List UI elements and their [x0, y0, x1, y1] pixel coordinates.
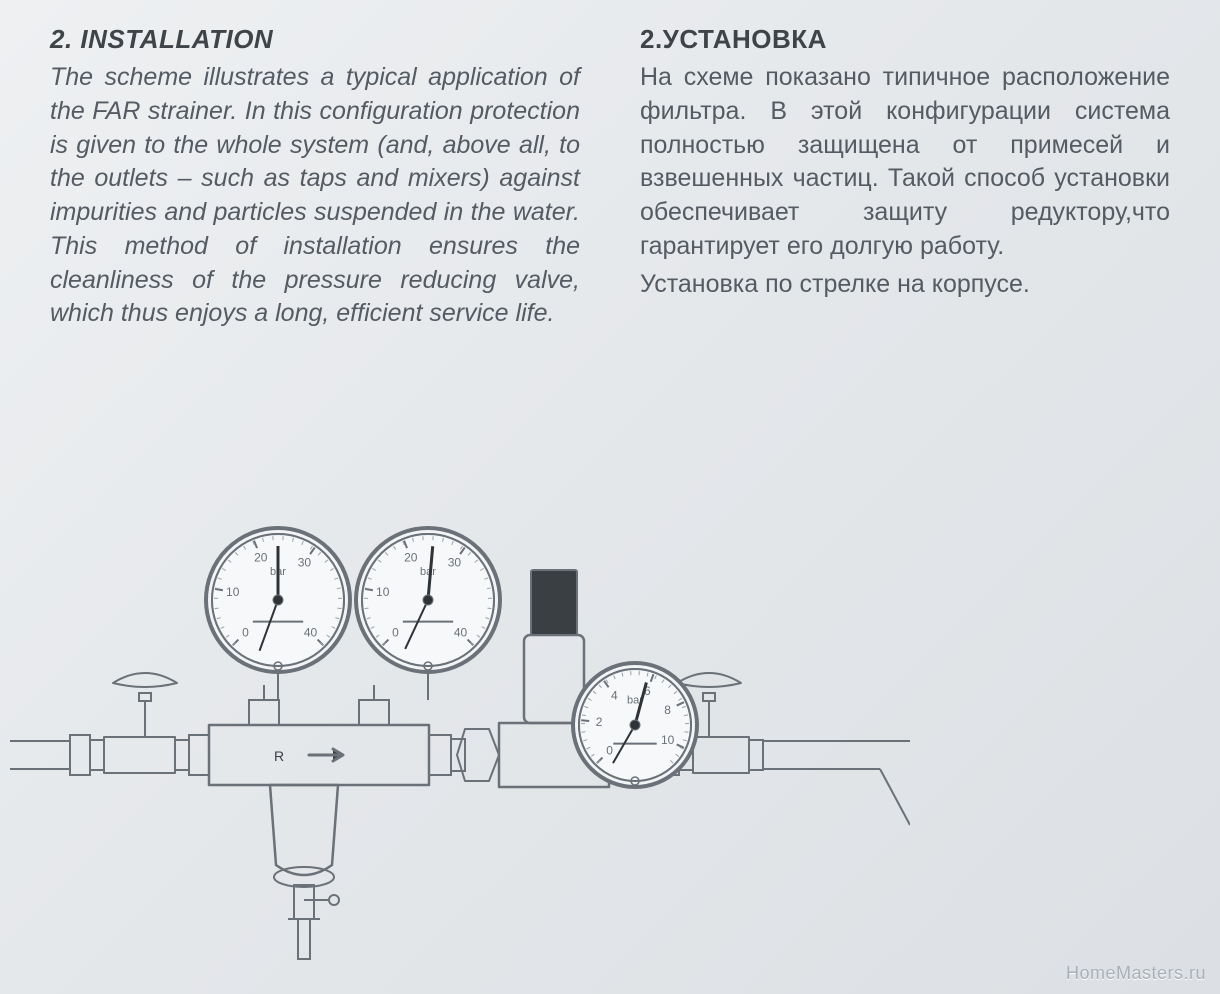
svg-text:0: 0: [242, 626, 249, 640]
section-body-ru: На схеме показано типичное расположение …: [640, 61, 1170, 264]
svg-text:0: 0: [392, 626, 399, 640]
svg-text:2: 2: [596, 715, 603, 729]
section-body-en: The scheme illustrates a typical applica…: [50, 61, 580, 331]
svg-text:R: R: [274, 748, 284, 764]
svg-text:20: 20: [254, 550, 268, 564]
right-column: 2.УСТАНОВКА На схеме показано типичное р…: [640, 24, 1170, 331]
svg-text:40: 40: [304, 626, 318, 640]
svg-text:40: 40: [454, 626, 468, 640]
svg-text:10: 10: [376, 585, 390, 599]
svg-text:30: 30: [298, 555, 312, 569]
svg-text:0: 0: [606, 743, 613, 757]
left-column: 2. INSTALLATION The scheme illustrates a…: [50, 24, 580, 331]
svg-text:10: 10: [226, 585, 240, 599]
installation-diagram: R010203040bar010203040bar0246810bar: [10, 450, 910, 990]
svg-text:30: 30: [448, 555, 462, 569]
section-body-ru-2: Установка по стрелке на корпусе.: [640, 268, 1170, 302]
section-heading-ru: 2.УСТАНОВКА: [640, 24, 1170, 55]
svg-text:20: 20: [404, 550, 418, 564]
section-heading-en: 2. INSTALLATION: [50, 24, 580, 55]
svg-text:bar: bar: [420, 566, 436, 578]
svg-text:8: 8: [664, 703, 671, 717]
svg-text:10: 10: [661, 733, 675, 747]
svg-text:4: 4: [611, 689, 618, 703]
watermark-text: HomeMasters.ru: [1066, 963, 1206, 984]
